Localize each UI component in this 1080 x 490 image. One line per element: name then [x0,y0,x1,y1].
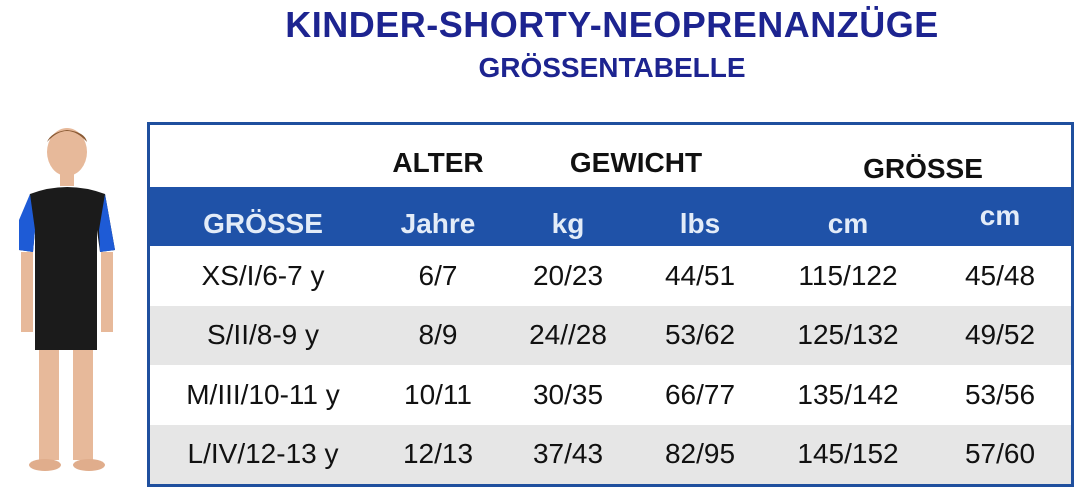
table-row [150,305,1071,365]
table-row [150,246,1071,306]
size-table: ALTER GEWICHT GRÖSSE GRÖSSE Jahre kg lbs cm cm XS… [147,122,1074,487]
column-header: cm [979,200,1021,231]
column-header: Jahre [400,208,476,239]
title: KINDER-SHORTY-NEOPRENANZÜGE [285,4,939,45]
table-cell: 53/56 [964,378,1036,410]
table-cell: 145/152 [797,438,899,470]
table-cell: 49/52 [964,319,1036,351]
group-header: ALTER [392,147,484,178]
header-band [150,187,1071,246]
table-cell: 24//28 [529,319,607,351]
table-cell: 20/23 [532,259,604,291]
table-cell: 37/43 [532,438,604,470]
table-cell: 6/7 [418,259,458,291]
table-cell: 12/13 [402,438,474,470]
table-cell: 135/142 [797,378,899,410]
table-cell: 10/11 [404,378,472,410]
table-cell: 30/35 [532,378,604,410]
table-cell: 66/77 [664,378,736,410]
column-header: lbs [679,208,721,239]
column-header: cm [827,208,869,239]
table-cell: S/II/8-9 y [206,319,320,351]
subtitle: GRÖSSENTABELLE [478,52,746,83]
column-header: kg [551,208,585,239]
table-cell: 82/95 [664,438,736,470]
table-cell: XS/I/6-7 y [201,259,325,291]
table-cell: 125/132 [797,319,899,351]
table-cell: L/IV/12-13 y [187,438,339,470]
table-cell: 8/9 [418,319,458,351]
table-cell: 45/48 [964,259,1036,291]
column-header: GRÖSSE [203,208,323,239]
table-cell: M/III/10-11 y [186,378,340,410]
child-figure [19,128,115,471]
table-cell: 44/51 [664,259,736,291]
group-header: GEWICHT [569,147,703,178]
table-row [150,365,1071,425]
table-cell: 115/122 [798,259,898,291]
table-cell: 57/60 [964,438,1036,470]
group-header: GRÖSSE [863,153,983,184]
table-row [150,424,1071,484]
table-cell: 53/62 [664,319,736,351]
